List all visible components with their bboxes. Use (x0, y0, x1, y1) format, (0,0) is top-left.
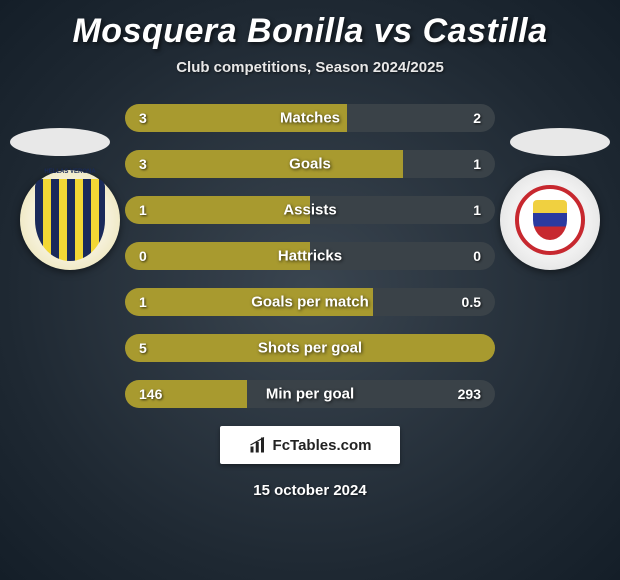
stat-bar: 32Matches (125, 104, 495, 132)
stat-bar: 146293Min per goal (125, 380, 495, 408)
stat-bar: 31Goals (125, 150, 495, 178)
stat-bar: 00Hattricks (125, 242, 495, 270)
team-crest-right (500, 170, 600, 270)
stat-label: Goals (125, 156, 495, 173)
stat-label: Hattricks (125, 248, 495, 265)
player-silhouette-right (510, 128, 610, 156)
stat-label: Min per goal (125, 386, 495, 403)
fctables-logo: FcTables.com (220, 426, 400, 464)
stat-label: Shots per goal (125, 340, 495, 357)
stat-bar: 5Shots per goal (125, 334, 495, 362)
team-crest-left (20, 170, 120, 270)
stat-label: Goals per match (125, 294, 495, 311)
date-label: 15 october 2024 (0, 482, 620, 499)
player-silhouette-left (10, 128, 110, 156)
stat-label: Assists (125, 202, 495, 219)
hellas-verona-shield-icon (35, 179, 105, 261)
fctables-logo-text: FcTables.com (273, 437, 372, 454)
stat-bar: 10.5Goals per match (125, 288, 495, 316)
stat-label: Matches (125, 110, 495, 127)
bar-chart-icon (249, 436, 267, 454)
stat-bar: 11Assists (125, 196, 495, 224)
page-title: Mosquera Bonilla vs Castilla (0, 0, 620, 51)
page-subtitle: Club competitions, Season 2024/2025 (0, 59, 620, 76)
deportivo-pasto-shield-icon (515, 185, 585, 255)
